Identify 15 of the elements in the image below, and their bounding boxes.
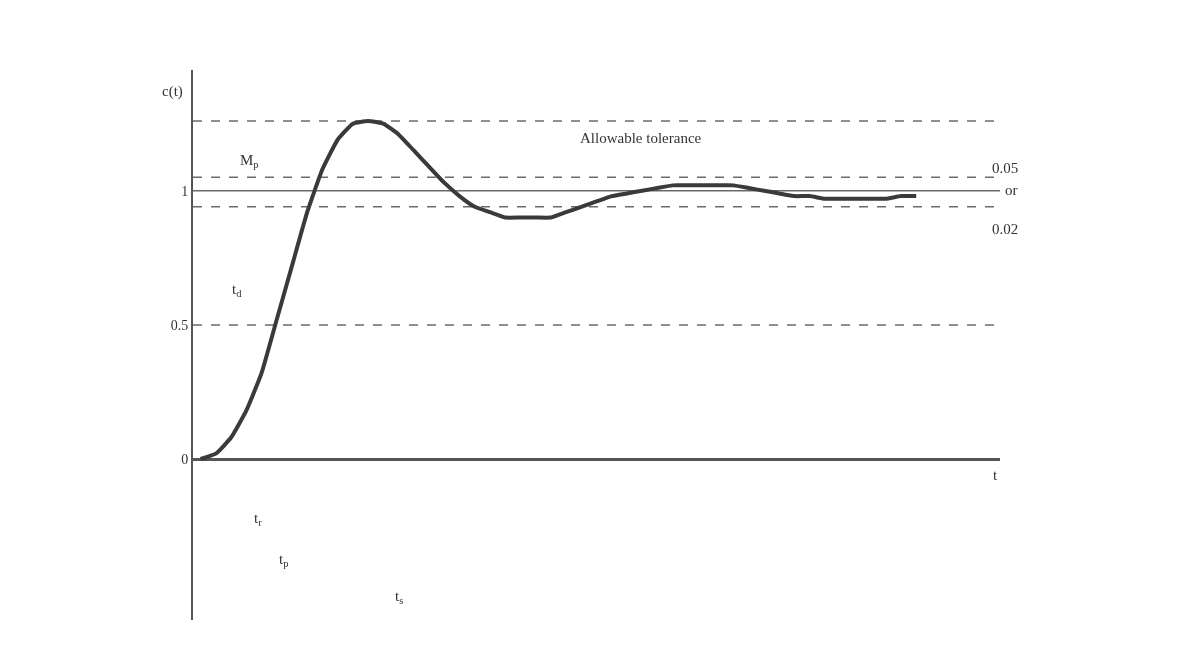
annotation: t$_{p}$ bbox=[279, 551, 289, 570]
x-axis-title: t bbox=[993, 467, 998, 483]
y-tick-label: 1 bbox=[181, 183, 189, 199]
annotation: Allowable tolerance bbox=[580, 130, 702, 146]
y-tick-label: 0 bbox=[181, 451, 189, 467]
annotation: t$_{r}$ bbox=[254, 510, 263, 529]
annotation: t$_{s}$ bbox=[395, 588, 404, 607]
line-series bbox=[198, 118, 919, 462]
annotation: M$_{p}$ bbox=[240, 152, 259, 171]
text: 0.02 bbox=[992, 221, 1019, 237]
text: or bbox=[1005, 182, 1018, 198]
y-tick-label: 0.5 bbox=[170, 317, 189, 333]
text: 0.05 bbox=[992, 160, 1019, 176]
annotation: t$_{d}$ bbox=[232, 281, 243, 300]
y-axis-title: c(t) bbox=[162, 83, 183, 100]
